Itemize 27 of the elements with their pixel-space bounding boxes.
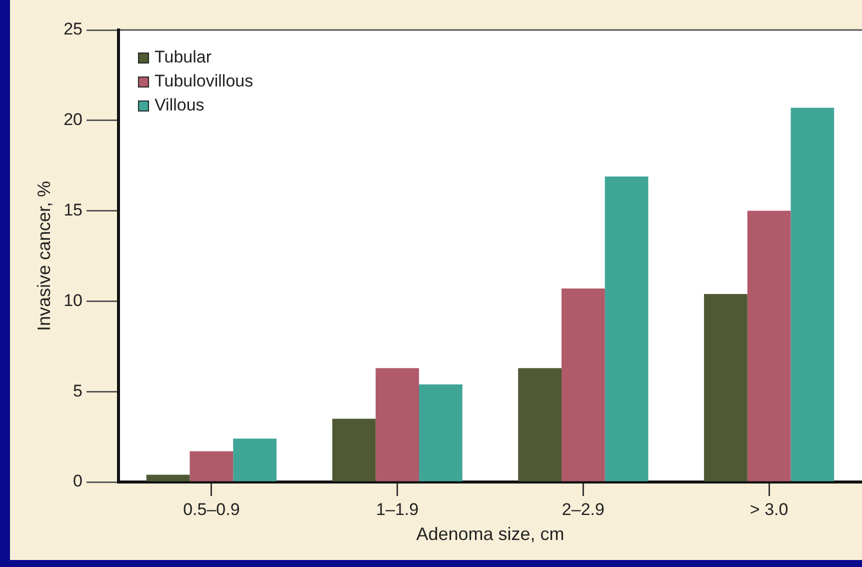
bar: [518, 368, 562, 482]
x-axis-title: Adenoma size, cm: [416, 524, 564, 544]
y-tick-label: 15: [64, 200, 83, 220]
y-axis-title: Invasive cancer, %: [34, 180, 54, 332]
y-tick-label: 5: [73, 381, 83, 400]
bar: [190, 451, 234, 482]
bar: [562, 288, 605, 482]
x-tick-label: 1–1.9: [376, 500, 419, 519]
x-tick-label: 0.5–0.9: [183, 500, 240, 519]
bar: [704, 294, 748, 482]
y-tick-label: 25: [64, 20, 83, 39]
y-tick-label: 10: [64, 290, 83, 310]
x-tick-label: 2–2.9: [562, 500, 604, 519]
bar: [146, 474, 190, 482]
legend-label: Villous: [154, 96, 204, 115]
bar: [332, 418, 376, 482]
bar: [419, 384, 462, 482]
bar: [790, 108, 834, 482]
bar: [376, 368, 420, 482]
x-tick-label: > 3.0: [750, 500, 788, 519]
bar: [233, 438, 276, 482]
y-tick-label: 0: [73, 472, 83, 491]
legend-label: Tubulovillous: [154, 72, 254, 91]
bar: [604, 176, 648, 482]
bar: [747, 210, 791, 482]
y-tick-label: 20: [64, 110, 83, 130]
legend-label: Tubular: [154, 48, 212, 67]
